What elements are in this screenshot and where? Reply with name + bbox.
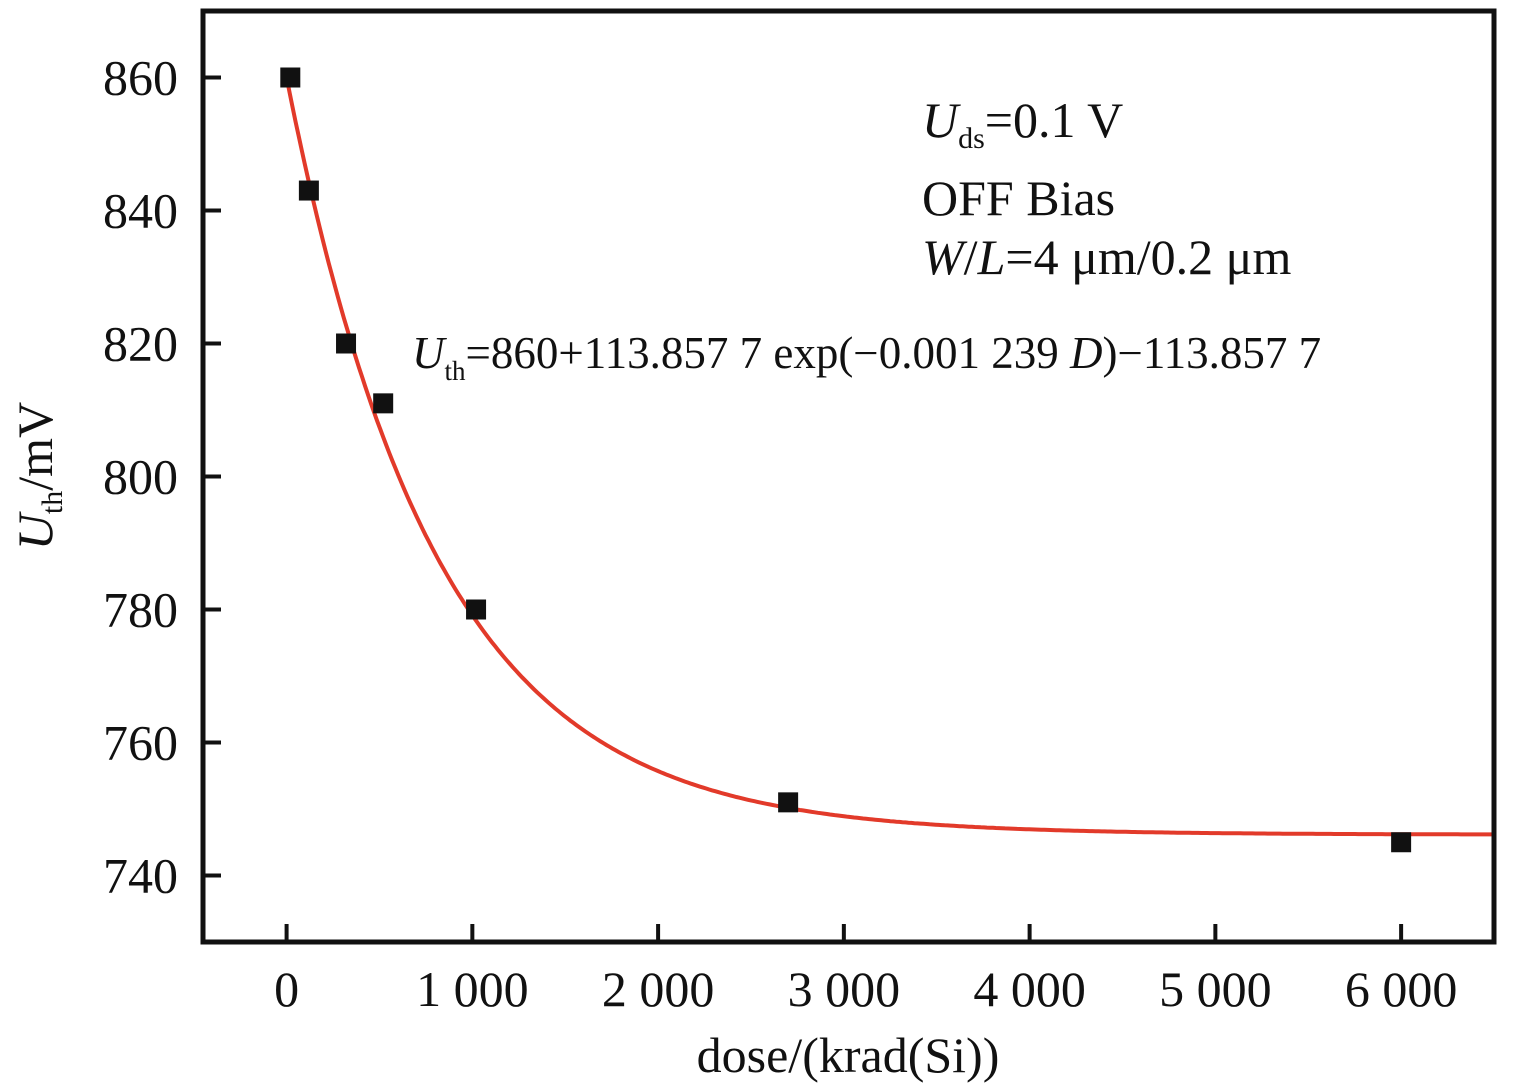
fit-equation: Uth=860+113.857 7 exp(−0.001 239 D)−113.… [412,328,1321,386]
plot-frame [200,8,1497,945]
x-tick-label-3: 3 000 [788,961,901,1017]
fit-curve [284,77,1494,837]
x-tick-label-4: 4 000 [973,961,1086,1017]
x-tick-label-2: 2 000 [602,961,715,1017]
y-tick-label-1: 760 [103,715,178,771]
y-axis-tick-labels: 740 760 780 800 820 840 860 [103,50,178,904]
data-points [280,67,1412,853]
y-tick-label-4: 820 [103,316,178,372]
y-tick-label-3: 800 [103,449,178,505]
y-tick-label-5: 840 [103,183,178,239]
condition-uds: Uds=0.1 V [922,92,1123,155]
data-point-1 [298,180,319,201]
data-point-3 [373,393,394,414]
data-point-2 [336,333,357,354]
x-axis-ticks [284,924,1404,942]
x-tick-label-0: 0 [274,961,299,1017]
data-point-4 [466,599,487,620]
data-point-6 [1391,832,1412,853]
conditions-annotation: Uds=0.1 V OFF Bias W/L=4 μm/0.2 μm [922,92,1291,285]
x-axis-title: dose/(krad(Si)) [697,1027,1000,1083]
data-point-0 [280,67,301,88]
x-axis-tick-labels: 0 1 000 2 000 3 000 4 000 5 000 6 000 [274,961,1457,1017]
condition-bias: OFF Bias [922,170,1115,226]
y-axis-title: Uth/mV [7,402,69,550]
x-tick-label-5: 5 000 [1159,961,1272,1017]
y-axis-title-main: U [7,511,63,550]
data-point-5 [778,792,799,813]
y-tick-label-0: 740 [103,848,178,904]
x-tick-label-6: 6 000 [1345,961,1458,1017]
condition-wl: W/L=4 μm/0.2 μm [922,229,1291,285]
y-axis-title-sub: th [36,491,69,514]
y-tick-label-2: 780 [103,582,178,638]
y-axis-ticks [203,75,221,878]
x-tick-label-1: 1 000 [416,961,529,1017]
y-tick-label-6: 860 [103,50,178,106]
y-axis-title-rest: /mV [7,402,63,491]
